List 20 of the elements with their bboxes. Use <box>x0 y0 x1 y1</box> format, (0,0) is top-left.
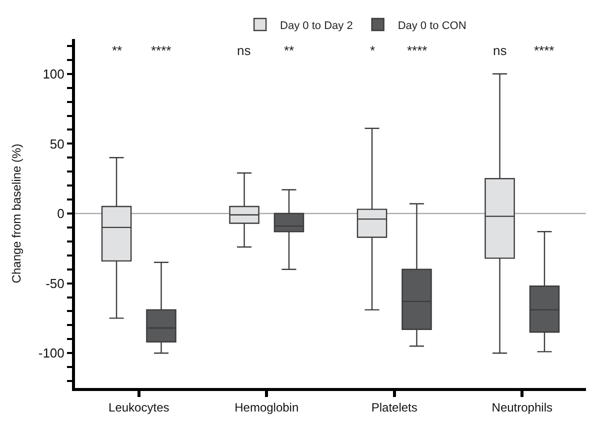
legend-label: Day 0 to Day 2 <box>280 20 353 32</box>
annotation: ** <box>112 43 122 58</box>
y-tick-label: -50 <box>46 276 64 291</box>
x-tick-label: Neutrophils <box>492 400 552 414</box>
annotation: ns <box>493 43 508 58</box>
x-tick-label: Hemoglobin <box>234 400 299 414</box>
annotation: **** <box>407 43 428 58</box>
y-tick-label: 100 <box>42 66 64 82</box>
annotation: ns <box>237 43 252 58</box>
y-axis-title: Change from baseline (%) <box>10 144 24 284</box>
annotation: **** <box>534 43 554 58</box>
annotation: * <box>370 43 376 58</box>
y-tick-label: 50 <box>50 136 64 152</box>
y-tick-label: -100 <box>38 346 64 361</box>
x-tick-label: Leukocytes <box>108 400 170 414</box>
x-tick-label: Platelets <box>371 400 418 414</box>
annotation: ** <box>284 43 294 58</box>
annotation: **** <box>151 43 172 58</box>
y-tick-label: 0 <box>57 206 64 222</box>
legend-label: Day 0 to CON <box>398 20 466 32</box>
